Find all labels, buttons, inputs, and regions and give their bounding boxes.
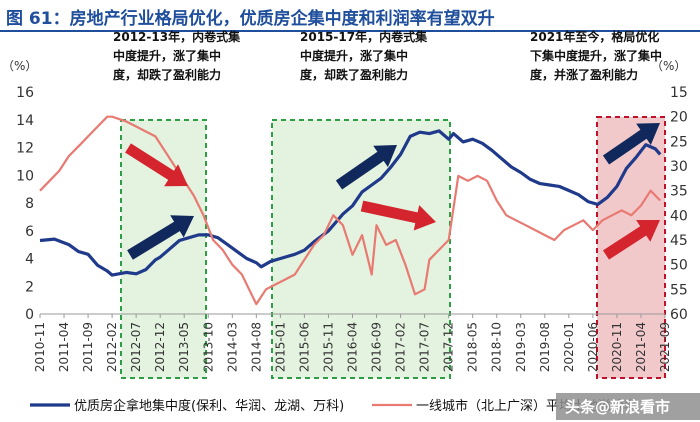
x-tick-label: 2021-04 (634, 322, 648, 372)
y-right-tick-label: 30 (670, 159, 688, 175)
x-tick-label: 2017-07 (418, 322, 432, 372)
x-tick-label: 2012-07 (129, 322, 143, 372)
blue-up-arrow-2021 (602, 123, 660, 165)
y-right-unit-label: （%） (651, 59, 686, 73)
x-tick-label: 2013-10 (201, 322, 215, 372)
legend-label-concentration: 优质房企拿地集中度(保利、华润、龙湖、万科) (74, 398, 344, 414)
series-line-premium (39, 115, 661, 306)
highlight-boxes (120, 116, 666, 379)
watermark-text: 头条@新浪看市 (565, 398, 670, 416)
annotations: 2012-13年，内卷式集中度提升，涨了集中度，却跌了盈利能力2015-17年，… (113, 29, 662, 82)
y-left-tick-label: 0 (25, 307, 34, 323)
x-tick-label: 2015-11 (321, 322, 335, 372)
x-tick-label: 2014-08 (249, 322, 263, 372)
y-left-tick-label: 8 (25, 196, 34, 212)
annotation-line: 度，却跌了盈利能力 (300, 67, 408, 82)
x-tick-label: 2019-08 (538, 322, 552, 372)
red-down-arrow-2015 (360, 200, 436, 231)
blue-up-arrow-2015 (335, 145, 397, 190)
x-tick-label: 2020-06 (586, 322, 600, 372)
trend-arrows (125, 123, 660, 260)
y-right-tick-label: 50 (670, 258, 688, 274)
x-tick-label: 2018-05 (466, 322, 480, 372)
red-down-arrow-2012 (125, 143, 188, 187)
x-tick-label: 2015-06 (297, 322, 311, 372)
y-left-tick-label: 16 (16, 85, 34, 101)
x-tick-label: 2012-02 (105, 322, 119, 372)
x-tick-label: 2019-03 (514, 322, 528, 372)
y-left-tick-label: 12 (16, 141, 34, 157)
red-up-arrow-2021 (603, 220, 660, 260)
y-left-tick-label: 10 (16, 168, 34, 184)
x-tick-label: 2017-02 (394, 322, 408, 372)
y-right-tick-label: 25 (670, 134, 688, 150)
legend: 优质房企拿地集中度(保利、华润、龙湖、万科) 一线城市（北上广深）平均土地溢价率头… (30, 393, 700, 420)
y-right-tick-label: 40 (670, 208, 688, 224)
y-left-tick-label: 4 (25, 252, 34, 268)
x-tick-label: 2011-09 (81, 322, 95, 372)
annotation-line: 度，并涨了盈利能力 (530, 67, 638, 82)
series-lines (39, 115, 662, 306)
y-left-tick-label: 14 (16, 113, 34, 129)
y-right-tick-label: 60 (670, 307, 688, 323)
annotation-line: 2015-17年，内卷式集 (300, 29, 428, 44)
annotation-line: 2012-13年，内卷式集 (113, 29, 241, 44)
y-right-tick-label: 20 (670, 110, 688, 126)
y-right-tick-label: 35 (670, 184, 688, 200)
annotation-line: 2021年至今，格局优化 (530, 29, 659, 44)
x-tick-label: 2014-03 (225, 322, 239, 372)
annotation-line: 下集中度提升，涨了集中 (530, 48, 662, 63)
highlight-box-2015-2017 (271, 119, 451, 379)
title-bar: 图 61：房地产行业格局优化，优质房企集中度和利润率有望双升 (0, 0, 700, 32)
x-tick-label: 2016-09 (370, 322, 384, 372)
x-tick-label: 2017-12 (442, 322, 456, 372)
y-left-tick-label: 6 (25, 224, 34, 240)
y-left-tick-label: 2 (25, 279, 34, 295)
chart-title: 图 61：房地产行业格局优化，优质房企集中度和利润率有望双升 (6, 9, 495, 29)
watermark-box (556, 393, 700, 420)
x-tick-label: 2013-05 (177, 322, 191, 372)
blue-up-arrow-2012 (127, 215, 194, 260)
x-tick-label: 2021-09 (658, 322, 672, 372)
series-line-concentration (39, 129, 662, 277)
x-tick-label: 2012-12 (153, 322, 167, 372)
y-left-unit-label: （%） (2, 59, 37, 73)
x-tick-label: 2020-11 (610, 322, 624, 372)
x-tick-label: 2011-04 (57, 322, 71, 372)
y-right-tick-label: 55 (670, 282, 688, 298)
y-right-tick-label: 15 (670, 85, 688, 101)
x-tick-label: 2016-04 (346, 322, 360, 372)
annotation-line: 中度提升，涨了集中 (113, 48, 221, 63)
x-tick-label: 2015-01 (273, 322, 287, 372)
x-tick-label: 2010-11 (33, 322, 47, 372)
axes: 0 2 4 6 8 10 12 14 16 15 20 25 30 35 40 45 50 55 60 （%） （%） 2… (2, 59, 688, 372)
x-tick-label: 2018-10 (490, 322, 504, 372)
x-tick-label: 2020-01 (562, 322, 576, 372)
annotation-line: 度，却跌了盈利能力 (113, 67, 221, 82)
y-right-tick-label: 45 (670, 233, 688, 249)
annotation-line: 中度提升，涨了集中 (300, 48, 408, 63)
